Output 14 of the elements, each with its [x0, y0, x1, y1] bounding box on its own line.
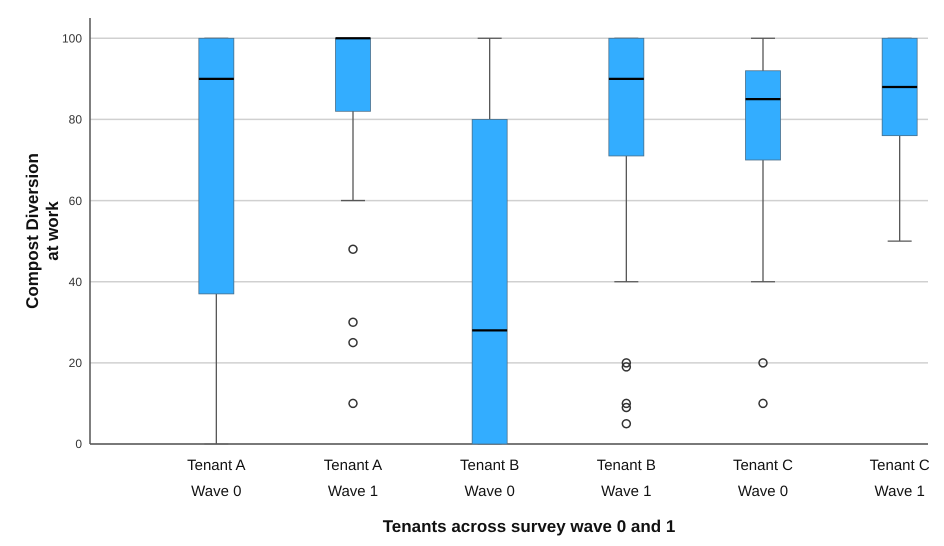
x-tick-label: Tenant B Wave 0: [460, 457, 520, 500]
y-axis-title: Compost Diversion at work: [23, 153, 62, 309]
y-tick-label: 60: [68, 194, 82, 208]
x-tick-label: Tenant A Wave 1: [324, 457, 382, 500]
x-axis-title: Tenants across survey wave 0 and 1: [382, 517, 676, 536]
x-tick-label: Tenant C Wave 1: [870, 457, 930, 500]
x-tick-label: Tenant A Wave 0: [187, 457, 246, 500]
y-tick-label: 40: [68, 274, 82, 289]
y-tick-label: 0: [75, 437, 82, 452]
y-tick-label: 100: [62, 31, 82, 46]
y-tick-label: 20: [68, 356, 82, 370]
y-tick-label: 80: [68, 112, 82, 127]
x-tick-label: Tenant C Wave 0: [732, 457, 794, 500]
x-tick-label: Tenant B Wave 1: [596, 457, 656, 500]
